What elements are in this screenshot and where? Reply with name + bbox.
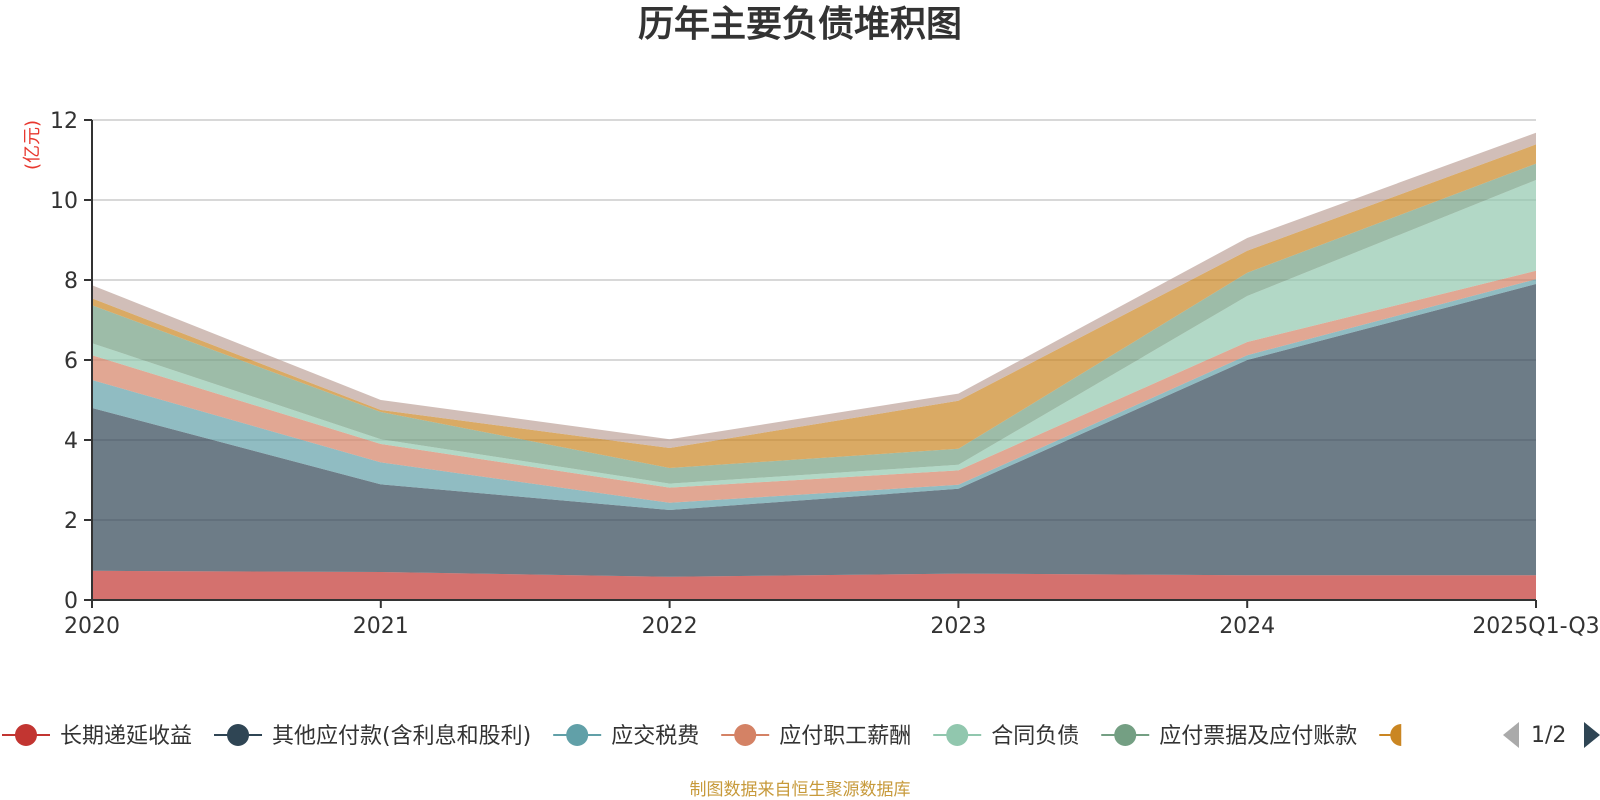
- area-series-0: [92, 570, 1536, 600]
- y-axis-ticks: 0 2 4 6 8 10 12: [50, 109, 92, 614]
- legend-item-1[interactable]: 其他应付款(含利息和股利): [214, 724, 531, 749]
- y-tick-label: 6: [64, 349, 78, 374]
- legend-marker-icon: [1390, 724, 1402, 746]
- legend-label: 其他应付款(含利息和股利): [272, 724, 531, 749]
- legend-label: 应付票据及应付账款: [1159, 724, 1357, 749]
- legend-item-0[interactable]: 长期递延收益: [2, 724, 192, 749]
- legend-item-3[interactable]: 应付职工薪酬: [721, 724, 911, 749]
- area-series-1: [92, 284, 1536, 577]
- legend-marker-icon: [1114, 724, 1137, 746]
- legend-marker-icon: [227, 724, 250, 746]
- legend-page-indicator: 1/2: [1531, 723, 1566, 748]
- area-series-group: [92, 132, 1536, 600]
- legend-label: 合同负债: [991, 724, 1079, 749]
- legend-item-5[interactable]: 应付票据及应付账款: [1101, 724, 1357, 749]
- x-tick-label: 2021: [353, 614, 409, 639]
- x-tick-label: 2024: [1219, 614, 1275, 639]
- y-unit-label: (亿元): [22, 120, 43, 170]
- y-tick-label: 4: [64, 429, 78, 454]
- chart-title: 历年主要负债堆积图: [638, 4, 962, 45]
- legend-label: 应交税费: [611, 724, 699, 749]
- legend-marker-icon: [15, 724, 37, 746]
- x-tick-label: 2020: [64, 614, 120, 639]
- legend-prev-page-icon[interactable]: [1503, 722, 1519, 748]
- legend-label: 长期递延收益: [60, 724, 192, 749]
- y-tick-label: 2: [64, 509, 78, 534]
- x-axis-ticks: 2020 2021 2022 2023 2024 2025Q1-Q3: [64, 600, 1600, 639]
- y-tick-label: 0: [64, 589, 78, 614]
- x-tick-label: 2022: [642, 614, 698, 639]
- legend-marker-icon: [946, 724, 969, 746]
- data-source-note: 制图数据来自恒生聚源数据库: [690, 780, 911, 800]
- y-tick-label: 12: [50, 109, 78, 134]
- legend-label: 应付职工薪酬: [779, 724, 911, 749]
- legend-next-page-icon[interactable]: [1584, 722, 1600, 748]
- y-tick-label: 10: [50, 189, 78, 214]
- legend-item-2[interactable]: 应交税费: [553, 724, 699, 749]
- legend-item-partial[interactable]: [1379, 724, 1402, 746]
- area-series-4: [92, 180, 1536, 488]
- legend-item-4[interactable]: 合同负债: [933, 724, 1079, 749]
- legend-pager: 1/2: [1503, 722, 1600, 748]
- y-tick-label: 8: [64, 269, 78, 294]
- x-tick-label: 2023: [930, 614, 986, 639]
- x-tick-label: 2025Q1-Q3: [1472, 614, 1599, 639]
- legend-marker-icon: [734, 724, 757, 746]
- legend: 长期递延收益 其他应付款(含利息和股利) 应交税费 应付职工薪酬 合同负债 应付票据及应付…: [2, 724, 1402, 749]
- legend-marker-icon: [566, 724, 589, 746]
